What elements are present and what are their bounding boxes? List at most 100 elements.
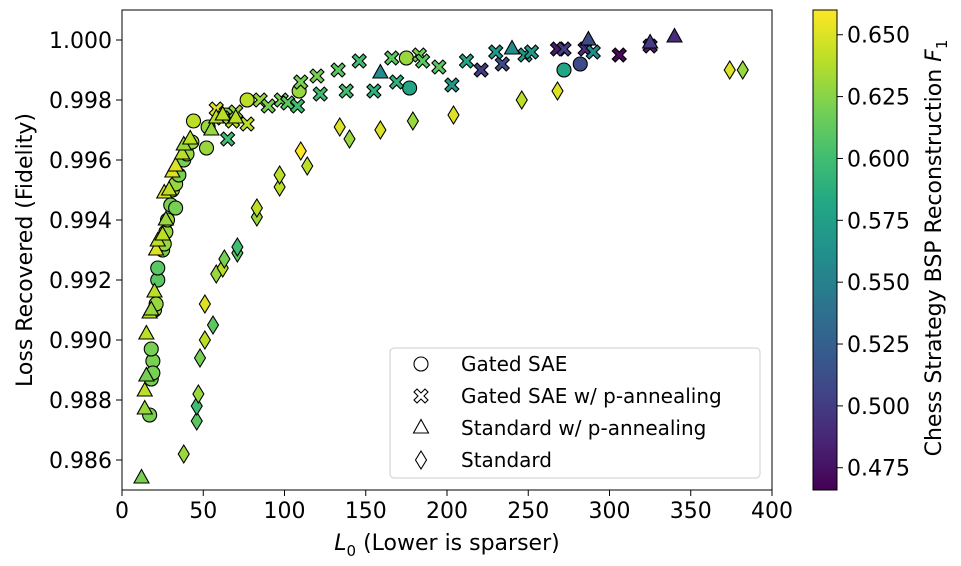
data-point-diamond bbox=[551, 80, 564, 102]
data-point-triangle bbox=[157, 210, 175, 226]
data-point-diamond bbox=[193, 347, 207, 369]
data-point-x bbox=[388, 74, 405, 90]
data-point-triangle bbox=[227, 108, 245, 124]
data-point-diamond bbox=[206, 314, 220, 336]
data-point-triangle bbox=[579, 30, 597, 46]
data-point-x bbox=[473, 62, 489, 78]
data-point-triangle bbox=[666, 27, 683, 43]
x-tick-label: 250 bbox=[507, 499, 549, 524]
data-point-triangle bbox=[503, 39, 521, 55]
colorbar-tick-label: 0.500 bbox=[847, 395, 910, 420]
y-tick-label: 0.998 bbox=[49, 89, 112, 114]
data-point-triangle bbox=[202, 120, 220, 136]
data-point-x bbox=[383, 50, 400, 66]
data-point-diamond bbox=[723, 59, 736, 81]
x-tick-label: 0 bbox=[115, 499, 129, 524]
data-point-x bbox=[611, 47, 628, 63]
data-point-diamond bbox=[515, 89, 528, 111]
data-point-diamond bbox=[231, 236, 244, 258]
data-point-x bbox=[414, 53, 431, 69]
data-point-diamond bbox=[273, 164, 286, 186]
legend-marker-diamond bbox=[414, 449, 428, 471]
data-point-diamond bbox=[374, 119, 387, 141]
data-point-triangle bbox=[181, 129, 199, 145]
data-point-x bbox=[309, 68, 325, 84]
data-point-circle bbox=[198, 140, 215, 156]
legend-label: Gated SAE bbox=[461, 352, 567, 376]
data-point-x bbox=[338, 83, 355, 99]
data-point-circle bbox=[143, 341, 159, 357]
y-tick-label: 0.994 bbox=[49, 209, 112, 234]
data-point-x bbox=[292, 74, 309, 90]
data-point-x bbox=[260, 98, 277, 114]
data-point-triangle bbox=[133, 468, 150, 484]
data-point-triangle bbox=[173, 144, 191, 160]
x-tick-label: 50 bbox=[189, 499, 217, 524]
data-point-diamond bbox=[343, 128, 356, 150]
colorbar-tick-label: 0.525 bbox=[847, 333, 910, 358]
x-tick-label: 100 bbox=[264, 499, 306, 524]
data-point-triangle bbox=[214, 105, 232, 121]
x-axis-ticks: 0 50 100 150 200 250 300 350 400 bbox=[115, 490, 793, 524]
y-tick-label: 0.986 bbox=[49, 449, 112, 474]
legend-marker-circle bbox=[413, 356, 429, 372]
legend-label: Standard w/ p-annealing bbox=[461, 416, 706, 440]
data-point-triangle bbox=[641, 33, 659, 49]
data-point-triangle bbox=[137, 324, 155, 340]
data-point-triangle bbox=[147, 240, 165, 256]
data-point-triangle bbox=[154, 225, 172, 241]
data-point-diamond bbox=[273, 176, 286, 198]
data-point-triangle bbox=[160, 180, 178, 196]
legend-marker-x bbox=[413, 388, 429, 404]
data-point-x bbox=[312, 86, 329, 102]
colorbar-label: Chess Strategy BSP Reconstruction F1 bbox=[922, 40, 951, 457]
x-tick-label: 400 bbox=[751, 499, 793, 524]
y-tick-label: 0.992 bbox=[49, 269, 112, 294]
data-point-circle bbox=[150, 260, 166, 276]
data-point-x bbox=[351, 53, 368, 69]
data-point-diamond bbox=[198, 329, 212, 351]
colorbar-tick-label: 0.600 bbox=[847, 147, 910, 172]
data-point-x bbox=[219, 131, 236, 147]
data-point-diamond bbox=[736, 59, 749, 81]
y-tick-label: 0.996 bbox=[49, 149, 112, 174]
data-point-circle bbox=[572, 56, 588, 72]
y-axis-label: Loss Recovered (Fidelity) bbox=[13, 113, 38, 387]
data-point-triangle bbox=[167, 156, 185, 172]
legend-label: Standard bbox=[461, 448, 552, 472]
data-point-x bbox=[487, 44, 504, 60]
data-point-circle bbox=[239, 92, 255, 108]
data-point-circle bbox=[168, 200, 184, 216]
colorbar-frame bbox=[812, 9, 838, 491]
legend-box bbox=[389, 347, 761, 479]
data-point-circle bbox=[185, 113, 202, 129]
data-point-diamond bbox=[301, 155, 314, 177]
data-point-triangle bbox=[146, 282, 163, 298]
data-point-x bbox=[366, 83, 382, 99]
data-point-x bbox=[458, 53, 475, 69]
data-point-x bbox=[330, 62, 346, 78]
data-point-diamond bbox=[190, 410, 203, 432]
data-point-circle bbox=[556, 62, 572, 78]
data-point-diamond bbox=[218, 248, 231, 270]
y-tick-label: 0.988 bbox=[49, 389, 112, 414]
data-point-x bbox=[585, 44, 602, 60]
data-point-diamond bbox=[192, 383, 205, 405]
data-point-circle bbox=[398, 50, 414, 66]
data-point-triangle bbox=[136, 381, 154, 397]
data-point-x bbox=[494, 56, 511, 72]
data-point-x bbox=[444, 77, 460, 93]
colorbar-tick-label: 0.650 bbox=[847, 24, 910, 49]
legend: Gated SAE Gated SAE w/ p-annealing Standar… bbox=[389, 347, 761, 479]
colorbar-ticks: 0.475 0.500 0.525 0.550 0.575 0.600 0.625 0.650 bbox=[837, 24, 910, 482]
data-point-x bbox=[523, 44, 540, 60]
colorbar-tick-label: 0.550 bbox=[847, 271, 910, 296]
data-point-x bbox=[556, 41, 572, 57]
x-tick-label: 300 bbox=[589, 499, 631, 524]
data-point-triangle bbox=[136, 399, 154, 415]
data-point-diamond bbox=[333, 116, 346, 138]
colorbar-tick-label: 0.625 bbox=[847, 86, 910, 111]
data-point-diamond bbox=[447, 104, 460, 126]
y-tick-label: 0.990 bbox=[49, 329, 112, 354]
legend-marker-triangle bbox=[412, 418, 430, 434]
